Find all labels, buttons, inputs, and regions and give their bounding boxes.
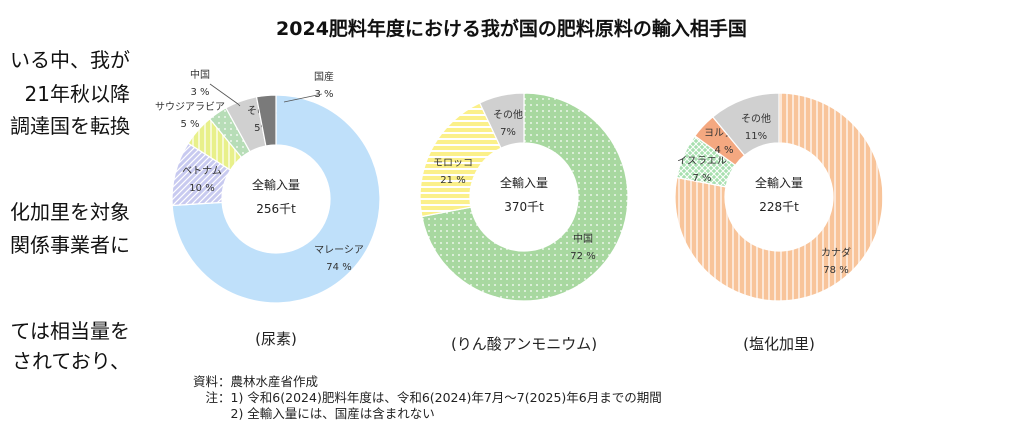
slice-value-label: 3 % bbox=[190, 87, 209, 98]
slice-value-label: 74 % bbox=[326, 262, 351, 273]
slice-value-label: 4 % bbox=[714, 145, 733, 156]
slice-name-label: ベトナム bbox=[182, 165, 222, 177]
slice-value-label: 78 % bbox=[823, 265, 848, 276]
left-text-line: 21年秋以降 bbox=[24, 82, 130, 106]
slice-name-label: 中国 bbox=[573, 232, 593, 245]
center-label: 全輸入量 bbox=[252, 177, 300, 192]
chart-caption: (尿素) bbox=[255, 330, 297, 348]
center-value: 256千t bbox=[256, 202, 296, 216]
pie-slice-2-3 bbox=[711, 92, 780, 157]
slice-name-label: その他 bbox=[741, 112, 771, 125]
pie-slice-1-1 bbox=[419, 102, 502, 218]
left-text-line: ては相当量を bbox=[10, 319, 130, 343]
slice-name-label: サウジアラビア bbox=[155, 101, 225, 113]
center-label: 全輸入量 bbox=[755, 175, 803, 190]
slice-value-label: 3 % bbox=[314, 89, 333, 100]
pie-slice-0-0 bbox=[171, 94, 381, 304]
slice-name-label: 国産 bbox=[314, 70, 334, 83]
pie-slice-1-2 bbox=[478, 92, 525, 149]
left-text-line: 関係事業者に bbox=[10, 233, 130, 257]
pie-slice-2-0 bbox=[674, 92, 884, 302]
chart-caption: (りん酸アンモニウム) bbox=[451, 335, 597, 353]
left-text-line: 調達国を転換 bbox=[10, 114, 130, 138]
footnotes: 資料：農林水産省作成 注：1) 令和6(2024)肥料年度は、令和6(2024)… bbox=[193, 374, 662, 422]
slice-name-label: カナダ bbox=[821, 246, 851, 259]
slice-name-label: マレーシア bbox=[314, 245, 364, 256]
slice-name-label: イスラエル bbox=[677, 155, 727, 167]
slice-value-label: 10 % bbox=[189, 183, 214, 194]
leader-line bbox=[237, 103, 241, 107]
slice-value-label: 21 % bbox=[440, 175, 465, 186]
slice-value-label: 5 % bbox=[180, 119, 199, 130]
slice-value-label: 7 % bbox=[692, 173, 711, 184]
center-value: 370千t bbox=[504, 200, 544, 214]
slice-name-label: モロッコ bbox=[433, 158, 473, 169]
left-text-line: されており、 bbox=[12, 349, 130, 373]
chart-title: 2024肥料年度における我が国の肥料原料の輸入相手国 bbox=[276, 18, 747, 40]
center-value: 228千t bbox=[759, 200, 799, 214]
footnote-1: 注：1) 令和6(2024)肥料年度は、令和6(2024)年7月～7(2025)… bbox=[193, 390, 662, 405]
slice-name-label: 中国 bbox=[190, 68, 210, 81]
leader-line bbox=[209, 83, 239, 105]
slice-name-label: その他 bbox=[493, 108, 523, 121]
slice-value-label: 11% bbox=[745, 131, 767, 142]
pie-slice-1-0 bbox=[421, 92, 629, 302]
footnote-2: 2) 全輸入量には、国産は含まれない bbox=[193, 406, 435, 421]
chart-caption: (塩化加里) bbox=[743, 335, 815, 353]
slice-value-label: 72 % bbox=[570, 251, 595, 262]
leader-line bbox=[283, 93, 323, 103]
left-body-text: いる中、我が 21年秋以降 調達国を転換 化加里を対象 関係事業者に ては相当量… bbox=[0, 0, 140, 417]
left-text-line: いる中、我が bbox=[10, 48, 130, 72]
left-text-line: 化加里を対象 bbox=[10, 200, 130, 224]
slice-value-label: 7% bbox=[500, 127, 516, 138]
pie-slice-0-5 bbox=[255, 94, 277, 147]
source-note: 資料：農林水産省作成 bbox=[193, 374, 319, 389]
center-label: 全輸入量 bbox=[500, 175, 548, 190]
